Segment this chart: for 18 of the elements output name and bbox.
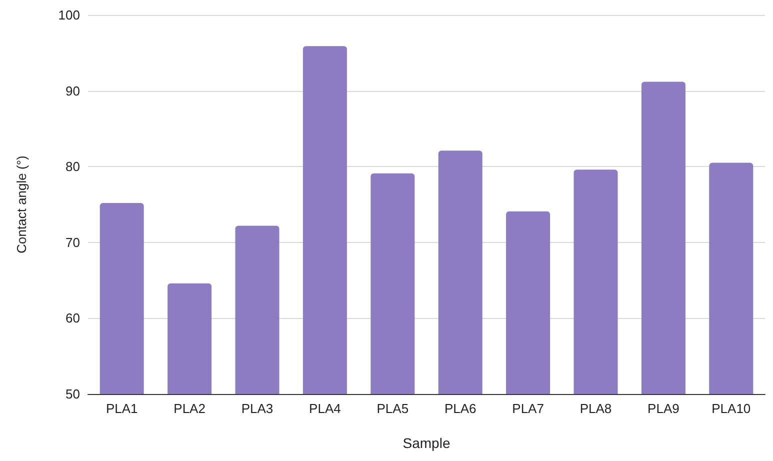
x-tick-label: PLA1 — [106, 401, 138, 416]
x-tick-label: PLA2 — [174, 401, 206, 416]
y-tick-label: 80 — [66, 159, 80, 174]
x-axis-title: Sample — [402, 435, 450, 451]
x-tick-label: PLA5 — [376, 401, 409, 416]
y-tick-label: 100 — [58, 8, 80, 22]
x-tick-label: PLA6 — [444, 401, 476, 416]
y-axis-title: Contact angle (°) — [14, 156, 29, 254]
y-tick-label: 50 — [66, 386, 80, 402]
x-tick-label: PLA7 — [512, 401, 544, 416]
x-tick-label: PLA8 — [580, 401, 612, 416]
y-tick-label: 90 — [66, 83, 80, 98]
x-tick-label: PLA3 — [241, 401, 274, 416]
y-tick-label: 60 — [66, 310, 80, 326]
x-tick-label: PLA10 — [712, 401, 751, 416]
y-tick-label: 70 — [66, 234, 80, 250]
x-tick-label: PLA9 — [648, 401, 680, 416]
x-tick-label: PLA4 — [309, 401, 341, 416]
